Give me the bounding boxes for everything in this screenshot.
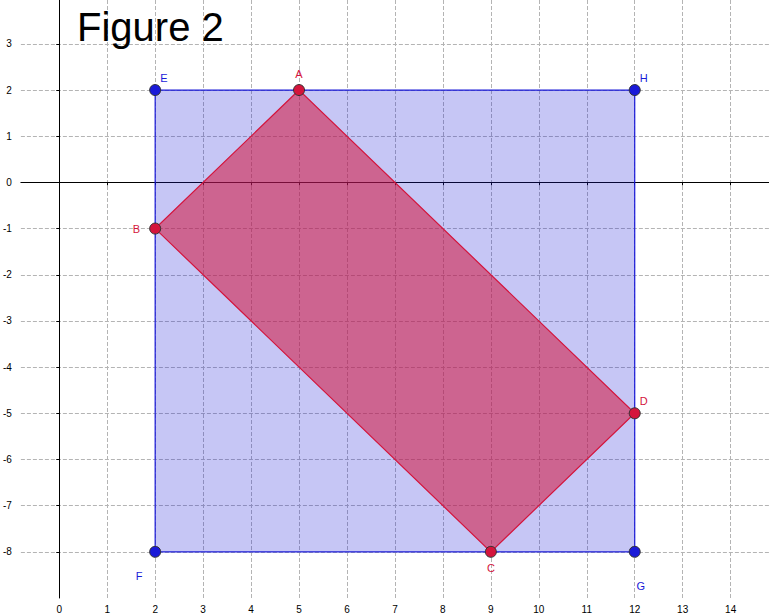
svg-text:-2: -2 <box>3 269 12 280</box>
svg-text:H: H <box>640 72 648 84</box>
svg-text:1: 1 <box>104 604 110 614</box>
svg-text:7: 7 <box>392 604 398 614</box>
svg-text:3: 3 <box>200 604 206 614</box>
svg-text:0: 0 <box>6 177 12 188</box>
svg-text:-5: -5 <box>3 408 12 419</box>
svg-text:13: 13 <box>677 604 689 614</box>
svg-text:-1: -1 <box>3 223 12 234</box>
svg-text:8: 8 <box>440 604 446 614</box>
svg-text:G: G <box>636 580 645 592</box>
svg-text:-3: -3 <box>3 315 12 326</box>
svg-text:-8: -8 <box>3 546 12 557</box>
svg-text:-6: -6 <box>3 454 12 465</box>
svg-text:2: 2 <box>6 85 12 96</box>
svg-text:1: 1 <box>6 131 12 142</box>
svg-text:C: C <box>487 562 495 574</box>
svg-text:Figure 2: Figure 2 <box>77 5 224 49</box>
svg-text:D: D <box>640 395 648 407</box>
svg-text:E: E <box>160 72 167 84</box>
svg-text:6: 6 <box>344 604 350 614</box>
svg-text:3: 3 <box>6 38 12 49</box>
svg-text:9: 9 <box>488 604 494 614</box>
svg-text:4: 4 <box>248 604 254 614</box>
svg-text:-4: -4 <box>3 362 12 373</box>
svg-text:F: F <box>136 570 143 582</box>
svg-text:12: 12 <box>629 604 641 614</box>
svg-text:11: 11 <box>582 604 593 614</box>
svg-text:A: A <box>295 68 303 80</box>
svg-text:-7: -7 <box>3 500 12 511</box>
svg-text:B: B <box>133 223 140 235</box>
svg-text:14: 14 <box>725 604 737 614</box>
svg-text:2: 2 <box>152 604 158 614</box>
svg-text:0: 0 <box>56 604 62 614</box>
svg-text:10: 10 <box>533 604 545 614</box>
svg-text:5: 5 <box>296 604 302 614</box>
